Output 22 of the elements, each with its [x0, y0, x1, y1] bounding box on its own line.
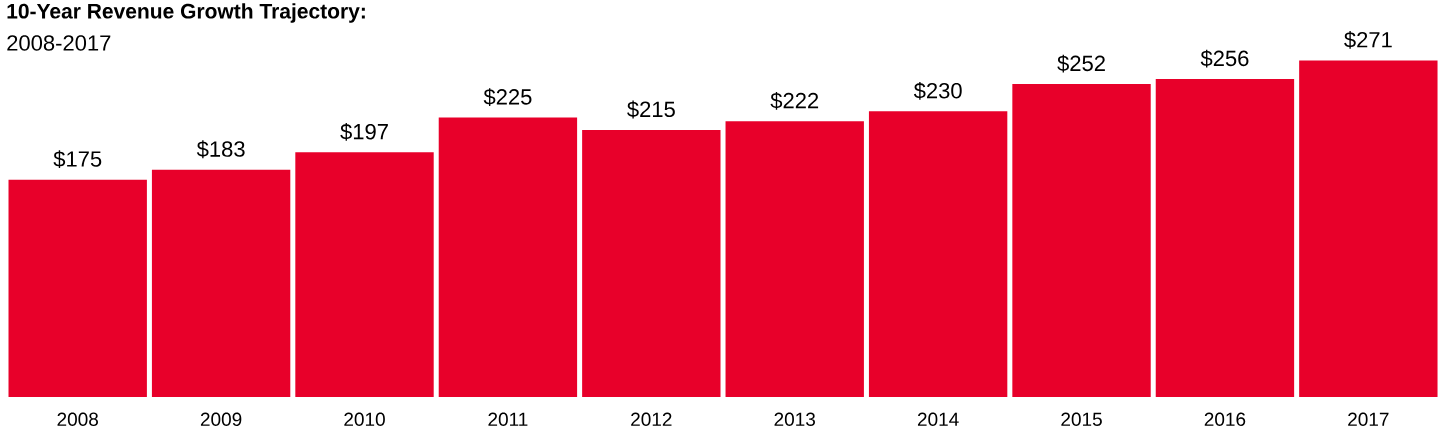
x-tick-label: 2009 — [200, 412, 242, 426]
x-tick-label: 2011 — [488, 412, 528, 426]
chart-subtitle: 2008-2017 — [7, 35, 111, 51]
x-tick-label: 2017 — [1348, 412, 1389, 426]
x-tick-label: 2015 — [1061, 412, 1102, 426]
x-tick-label: 2010 — [344, 412, 385, 426]
data-label: $222 — [770, 91, 819, 110]
data-label: $183 — [196, 140, 245, 159]
data-label: $256 — [1200, 49, 1249, 68]
x-tick-label: 2016 — [1204, 412, 1246, 426]
chart-title: 10-Year Revenue Growth Trajectory: — [7, 3, 365, 23]
x-tick-label: 2012 — [631, 412, 672, 426]
data-label: $215 — [627, 100, 675, 119]
x-tick-label: 2013 — [774, 412, 816, 426]
data-label: $271 — [1344, 31, 1392, 49]
data-label: $175 — [53, 150, 102, 169]
x-tick-label: 2014 — [917, 412, 959, 426]
data-label: $225 — [483, 88, 532, 106]
data-label: $230 — [913, 81, 962, 100]
data-label: $197 — [340, 122, 388, 141]
data-label: $252 — [1057, 54, 1105, 73]
x-tick-label: 2008 — [57, 412, 98, 426]
